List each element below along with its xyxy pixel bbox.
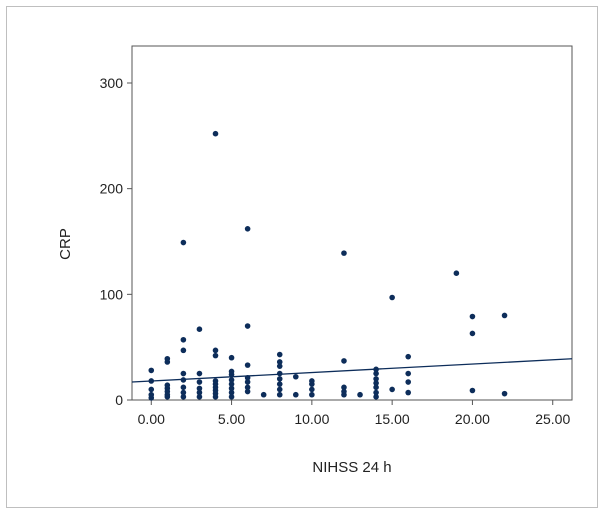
data-point (180, 389, 187, 396)
data-point (373, 389, 379, 396)
data-point (341, 250, 347, 256)
data-point (469, 387, 476, 394)
data-point (405, 370, 412, 377)
data-point (196, 326, 203, 333)
axis-ticks: 0.00 5.00 10.00 15.00 20.00 25.00 0 100 200 300 (100, 75, 571, 427)
data-point (196, 385, 203, 392)
data-point (309, 391, 315, 398)
data-point (309, 378, 315, 384)
data-point (196, 370, 203, 377)
data-point (212, 378, 219, 384)
x-tick-label: 5.00 (218, 411, 245, 427)
data-point (244, 388, 251, 395)
data-point (341, 384, 347, 391)
data-point (260, 391, 267, 398)
data-point (501, 312, 508, 319)
data-point (373, 394, 379, 400)
data-point (341, 388, 347, 395)
data-point (373, 384, 379, 391)
data-point (469, 330, 476, 337)
data-point (196, 394, 203, 400)
data-point (373, 376, 379, 382)
data-point (148, 391, 155, 398)
data-point (228, 354, 235, 361)
y-tick-label: 300 (100, 75, 124, 91)
data-point (228, 381, 235, 387)
data-points (148, 130, 508, 401)
data-point (405, 379, 412, 385)
data-point (244, 379, 251, 385)
data-point (228, 394, 235, 400)
data-point (212, 352, 219, 359)
data-point (501, 390, 508, 397)
data-point (389, 294, 395, 301)
data-point (244, 384, 251, 391)
data-point (453, 270, 460, 276)
data-point (180, 239, 187, 246)
data-point (180, 394, 187, 400)
plot-area (131, 45, 573, 401)
data-point (244, 362, 251, 368)
data-point (164, 355, 171, 362)
data-point (341, 358, 347, 364)
data-point (389, 386, 395, 393)
data-point (164, 382, 171, 389)
x-tick-label: 15.00 (375, 411, 410, 427)
data-point (244, 226, 251, 232)
y-tick-label: 200 (100, 181, 124, 197)
data-point (309, 386, 315, 393)
data-point (276, 351, 283, 358)
data-point (212, 130, 219, 137)
data-point (148, 367, 155, 374)
data-point (292, 373, 299, 380)
data-point (228, 368, 235, 375)
data-point (180, 384, 187, 391)
data-point (228, 377, 235, 383)
data-point (469, 313, 476, 320)
x-tick-label: 20.00 (455, 411, 490, 427)
y-axis-title: CRP (57, 228, 74, 260)
data-point (357, 391, 363, 398)
data-point (180, 370, 187, 377)
data-point (228, 385, 235, 392)
data-point (373, 380, 379, 386)
data-point (180, 336, 187, 343)
data-point (276, 381, 283, 387)
data-point (405, 353, 412, 360)
data-point (276, 363, 283, 369)
data-point (292, 391, 299, 398)
data-point (196, 379, 203, 385)
data-point (276, 376, 283, 382)
regression-line (131, 358, 573, 383)
y-tick-label: 100 (100, 286, 124, 302)
data-point (276, 386, 283, 393)
data-point (405, 389, 412, 396)
x-tick-label: 0.00 (138, 411, 165, 427)
data-point (228, 389, 235, 396)
data-point (196, 389, 203, 396)
data-point (244, 323, 251, 329)
x-axis-title: NIHSS 24 h (312, 459, 391, 476)
data-point (276, 359, 283, 365)
data-point (276, 391, 283, 398)
data-point (373, 370, 379, 377)
y-tick-label: 0 (115, 392, 123, 408)
data-point (148, 386, 155, 393)
x-tick-label: 25.00 (535, 411, 570, 427)
data-point (212, 347, 219, 354)
x-tick-label: 10.00 (294, 411, 329, 427)
data-point (180, 347, 187, 354)
